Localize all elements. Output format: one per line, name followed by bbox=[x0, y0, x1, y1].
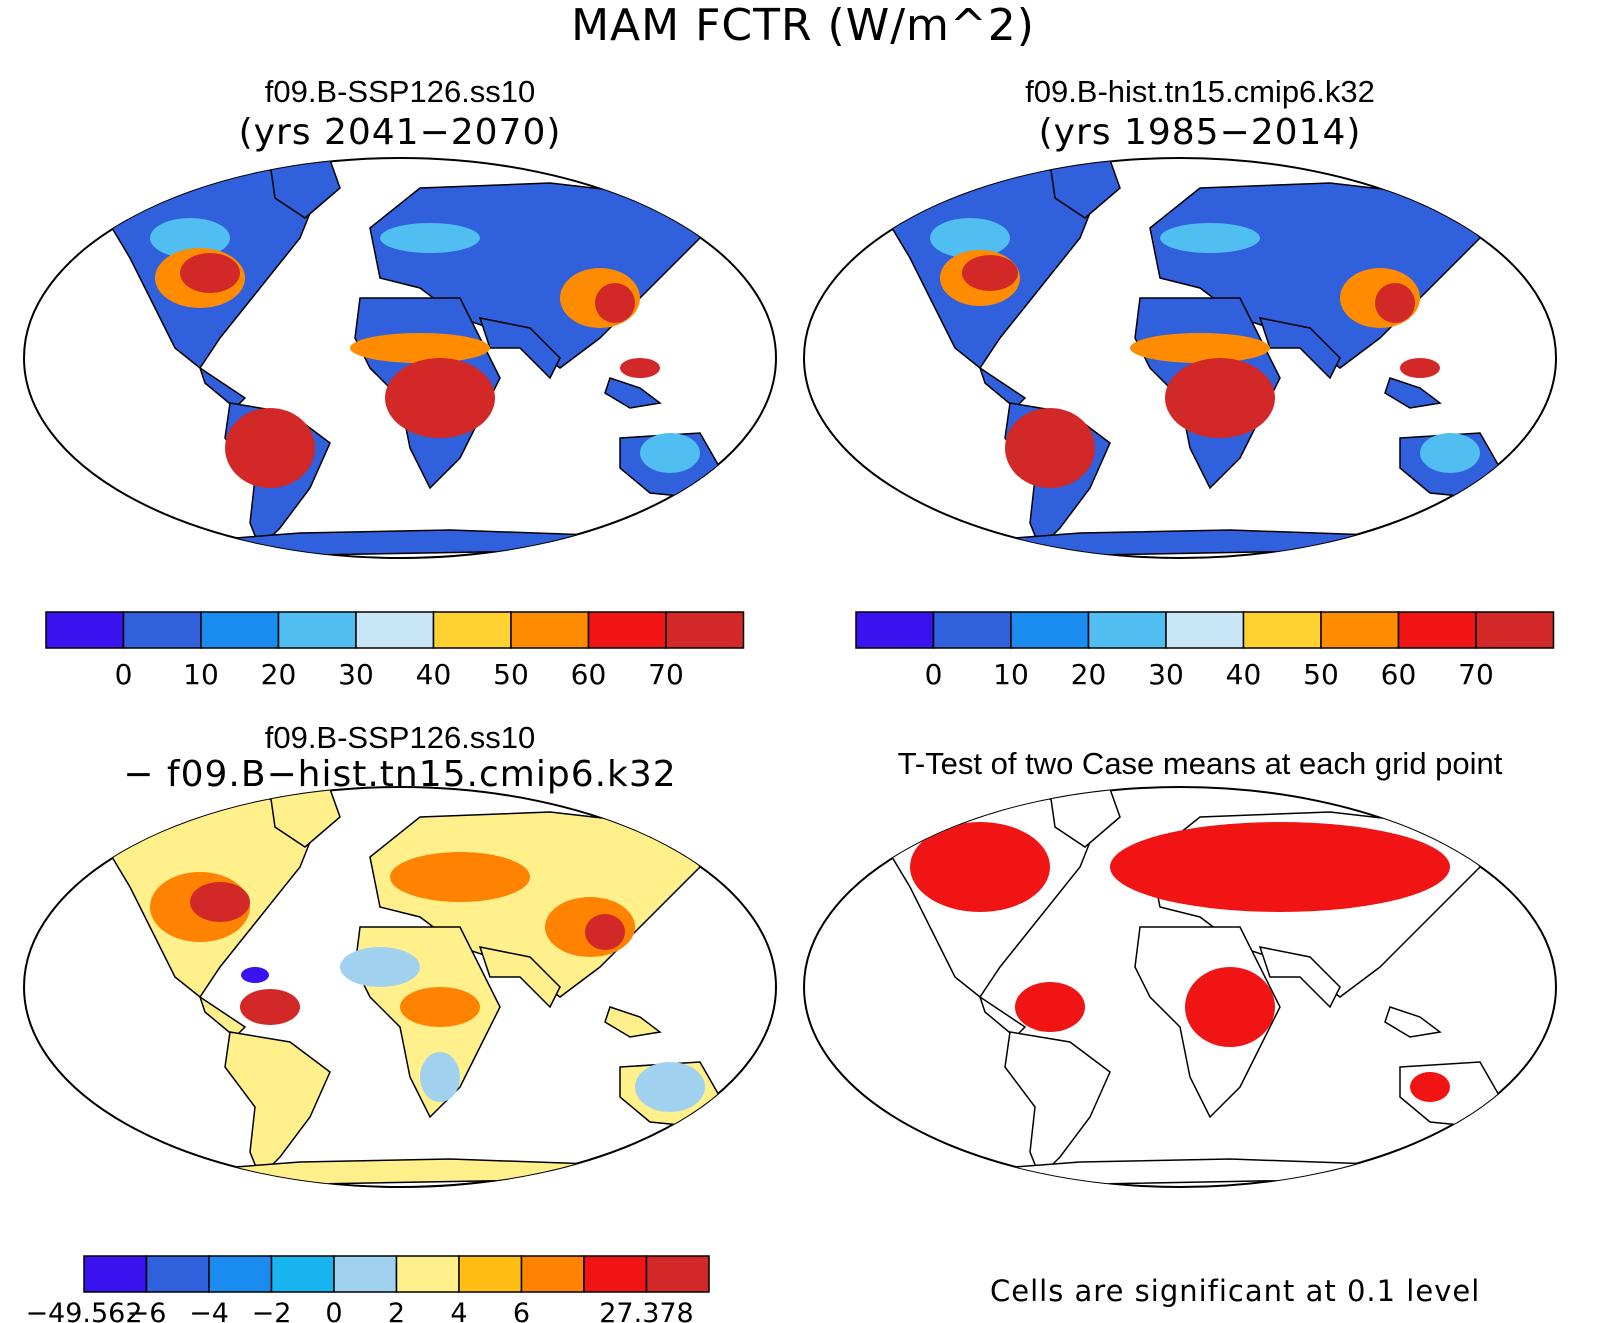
colorbar-swatch bbox=[1165, 611, 1245, 649]
colorbar-swatch bbox=[1242, 611, 1322, 649]
colorbar-swatch bbox=[665, 611, 745, 649]
colorbar-swatch bbox=[510, 611, 590, 649]
colorbar-tick-label: 30 bbox=[338, 658, 374, 690]
colorbar-swatch bbox=[855, 611, 935, 649]
colorbar-swatch bbox=[355, 611, 435, 649]
colorbar-swatch bbox=[45, 611, 125, 649]
colorbar-swatch bbox=[145, 1255, 210, 1293]
map-panel1 bbox=[23, 157, 777, 559]
panel1-subtitle: (yrs 2041−2070) bbox=[238, 112, 562, 153]
colorbar-tick-label: 60 bbox=[1381, 658, 1417, 690]
colorbar-tick-label: −49.562 bbox=[25, 1298, 142, 1323]
panel2-subtitle: (yrs 1985−2014) bbox=[1038, 112, 1362, 153]
map-panel4 bbox=[803, 786, 1557, 1188]
colorbar-swatch bbox=[520, 1255, 585, 1293]
colorbar-swatch bbox=[1010, 611, 1090, 649]
colorbar-tick-label: 0 bbox=[325, 1298, 342, 1323]
significance-note: Cells are significant at 0.1 level bbox=[990, 1274, 1481, 1308]
map-panel2 bbox=[803, 157, 1557, 559]
colorbar-swatch bbox=[83, 1255, 148, 1293]
panel4-title: T-Test of two Case means at each grid po… bbox=[897, 746, 1503, 781]
colorbar-panel2: 0 10 20 30 40 50 60 70 bbox=[855, 611, 1555, 690]
colorbar-tick-label: 50 bbox=[1303, 658, 1339, 690]
colorbar-tick-label: 0 bbox=[925, 658, 943, 690]
colorbar-swatch bbox=[1087, 611, 1167, 649]
colorbar-tick-label: 50 bbox=[493, 658, 529, 690]
panel3-title: f09.B-SSP126.ss10 bbox=[264, 720, 536, 755]
colorbar-tick-label: 40 bbox=[416, 658, 452, 690]
colorbar-panel1: 0 10 20 30 40 50 60 70 bbox=[45, 611, 745, 690]
colorbar-tick-label: −6 bbox=[127, 1298, 167, 1323]
colorbar-swatch bbox=[645, 1255, 710, 1293]
colorbar-tick-label: 70 bbox=[1458, 658, 1494, 690]
colorbar-swatch bbox=[395, 1255, 460, 1293]
colorbar-tick-label: −2 bbox=[252, 1298, 292, 1323]
colorbar-tick-label: 30 bbox=[1148, 658, 1184, 690]
colorbar-swatch bbox=[432, 611, 512, 649]
colorbar-swatch bbox=[587, 611, 667, 649]
colorbar-swatch bbox=[200, 611, 280, 649]
colorbar-swatch bbox=[270, 1255, 335, 1293]
panel1-title: f09.B-SSP126.ss10 bbox=[264, 74, 536, 109]
colorbar-tick-label: 20 bbox=[1071, 658, 1107, 690]
colorbar-swatch bbox=[1475, 611, 1555, 649]
figure-title: MAM FCTR (W/m^2) bbox=[571, 0, 1035, 51]
colorbar-tick-label: 70 bbox=[648, 658, 684, 690]
colorbar-swatch bbox=[932, 611, 1012, 649]
colorbar-tick-label: 40 bbox=[1226, 658, 1262, 690]
colorbar-swatch bbox=[1397, 611, 1477, 649]
colorbar-swatch bbox=[208, 1255, 273, 1293]
map-panel3 bbox=[23, 786, 777, 1188]
colorbar-tick-label: 10 bbox=[183, 658, 219, 690]
colorbar-panel3: −49.562−6 −4 −2 0 2 4 6 27.378 bbox=[25, 1255, 710, 1323]
colorbar-swatch bbox=[1320, 611, 1400, 649]
colorbar-swatch bbox=[583, 1255, 648, 1293]
colorbar-swatch bbox=[122, 611, 202, 649]
colorbar-tick-label: 27.378 bbox=[599, 1298, 693, 1323]
colorbar-tick-label: 60 bbox=[571, 658, 607, 690]
colorbar-swatch bbox=[333, 1255, 398, 1293]
colorbar-tick-label: 20 bbox=[261, 658, 297, 690]
colorbar-tick-label: −4 bbox=[189, 1298, 229, 1323]
colorbar-swatch bbox=[458, 1255, 523, 1293]
colorbar-tick-label: 6 bbox=[513, 1298, 530, 1323]
colorbar-swatch bbox=[277, 611, 357, 649]
colorbar-tick-label: 4 bbox=[450, 1298, 467, 1323]
panel2-title: f09.B-hist.tn15.cmip6.k32 bbox=[1025, 74, 1375, 109]
colorbar-tick-label: 0 bbox=[115, 658, 133, 690]
colorbar-tick-label: 10 bbox=[993, 658, 1029, 690]
colorbar-tick-label: 2 bbox=[388, 1298, 405, 1323]
